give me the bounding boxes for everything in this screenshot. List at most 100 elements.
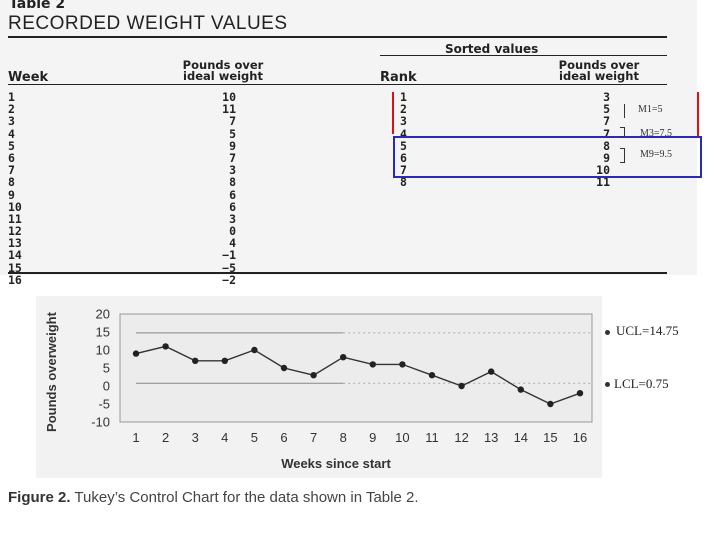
pounds-cell: −5 — [222, 260, 236, 275]
data-point — [517, 386, 524, 393]
figure-caption: Figure 2. Tukey’s Control Chart for the … — [8, 489, 419, 506]
column-sorted-pounds: 3 5 7 7 8 9 10 11 — [566, 91, 610, 189]
pounds-cell: 7 — [229, 114, 236, 129]
x-tick-label: 14 — [514, 430, 528, 445]
week-cell: 7 — [8, 163, 15, 178]
x-tick-label: 13 — [484, 430, 498, 445]
data-point — [458, 382, 465, 390]
sorted-pounds-cell: 3 — [603, 90, 610, 104]
y-tick-label: -5 — [98, 397, 110, 412]
pounds-cell: 11 — [222, 102, 236, 117]
sorted-pounds-cell: 8 — [603, 138, 610, 153]
x-tick-label: 3 — [192, 430, 199, 445]
pounds-cell: 8 — [229, 175, 236, 190]
caption-figure-label: Figure 2. — [8, 489, 71, 506]
red-mark-left — [392, 92, 394, 134]
pounds-cell: 7 — [229, 150, 236, 165]
x-tick-label: 2 — [162, 430, 169, 445]
y-tick-label: 0 — [103, 379, 110, 394]
header-week: Week — [8, 70, 49, 85]
data-point — [340, 354, 347, 361]
y-tick-label: 5 — [103, 361, 110, 376]
rank-cell: 4 — [400, 126, 407, 141]
rank-cell: 6 — [400, 150, 407, 165]
data-point — [192, 357, 199, 364]
data-point — [251, 346, 258, 354]
x-tick-label: 8 — [340, 430, 347, 445]
week-cell: 5 — [8, 138, 15, 153]
x-tick-label: 4 — [221, 430, 228, 445]
series-line — [135, 345, 581, 405]
week-cell: 8 — [8, 175, 15, 190]
y-tick-label: 10 — [96, 343, 110, 358]
x-tick-label: 5 — [251, 430, 258, 445]
header-pounds: Pounds over ideal weight — [148, 59, 298, 83]
bracket-m9 — [620, 148, 625, 163]
bracket-m1-tick — [624, 104, 625, 118]
rule-header — [8, 84, 667, 85]
lcl-label: LCL=0.75 — [614, 376, 669, 391]
week-cell: 12 — [8, 224, 22, 239]
rule-top — [8, 36, 667, 38]
rank-cell: 5 — [400, 138, 407, 153]
data-point — [488, 368, 495, 375]
pounds-cell: 3 — [229, 163, 236, 178]
lcl-bullet — [605, 382, 610, 387]
header-rank: Rank — [380, 70, 417, 85]
data-point — [221, 357, 228, 364]
y-tick-label: 15 — [96, 325, 110, 340]
header-sorted: Sorted values — [445, 42, 539, 56]
data-point — [428, 372, 436, 379]
pounds-cell: −1 — [222, 248, 236, 263]
x-tick-label: 16 — [573, 430, 587, 445]
column-pounds: 10 11 7 5 9 7 3 8 6 6 3 0 4 −1 −5 −2 — [190, 91, 236, 286]
x-tick-label: 6 — [280, 430, 287, 445]
y-tick-label: -10 — [91, 415, 110, 430]
data-point — [162, 343, 169, 350]
data-point — [280, 364, 288, 372]
data-point — [310, 372, 317, 379]
rank-cell: 7 — [400, 163, 407, 178]
ucl-bullet — [605, 330, 610, 335]
rank-cell: 1 — [400, 90, 407, 104]
rule-bottom — [8, 272, 667, 274]
header-pounds-line2: ideal weight — [183, 69, 263, 83]
sorted-pounds-cell: 5 — [603, 102, 610, 117]
rank-cell: 2 — [400, 102, 407, 117]
week-cell: 10 — [8, 199, 22, 214]
week-cell: 1 — [8, 90, 15, 104]
sorted-pounds-cell: 9 — [603, 150, 610, 165]
sorted-pounds-cell: 7 — [603, 114, 610, 129]
x-tick-label: 1 — [132, 430, 139, 445]
x-axis-title: Weeks since start — [281, 456, 391, 471]
week-cell: 16 — [8, 272, 22, 287]
pounds-cell: 3 — [229, 211, 236, 226]
pounds-cell: 10 — [222, 90, 236, 104]
header-sorted-pounds: Pounds over ideal weight — [524, 59, 674, 82]
red-mark-right — [697, 92, 699, 136]
x-tick-label: 9 — [369, 430, 376, 445]
pounds-cell: 6 — [229, 187, 236, 202]
sorted-pounds-cell: 11 — [596, 175, 610, 190]
data-point — [547, 400, 554, 408]
x-tick-label: 12 — [454, 430, 468, 445]
pounds-cell: 5 — [229, 126, 236, 141]
blue-highlight-box — [393, 136, 702, 178]
data-point — [369, 361, 376, 368]
data-point — [132, 350, 140, 357]
annotation-m9: M9=9.5 — [640, 149, 673, 160]
table-title: RECORDED WEIGHT VALUES — [8, 13, 288, 34]
x-tick-label: 10 — [395, 430, 409, 445]
pounds-cell: 9 — [229, 138, 236, 153]
plot-frame — [119, 313, 593, 423]
y-tick-label: 20 — [96, 307, 110, 322]
data-point — [399, 361, 406, 368]
sorted-pounds-cell: 10 — [596, 163, 610, 178]
x-tick-label: 7 — [310, 430, 317, 445]
rank-cell: 3 — [400, 114, 407, 129]
pounds-cell: 0 — [229, 224, 236, 239]
chart-scan: 20 15 10 5 0 -5 -10 1 2 3 4 5 6 7 8 9 10 11 12 13 14 15 16 We… — [36, 296, 602, 478]
week-cell: 13 — [8, 236, 22, 251]
